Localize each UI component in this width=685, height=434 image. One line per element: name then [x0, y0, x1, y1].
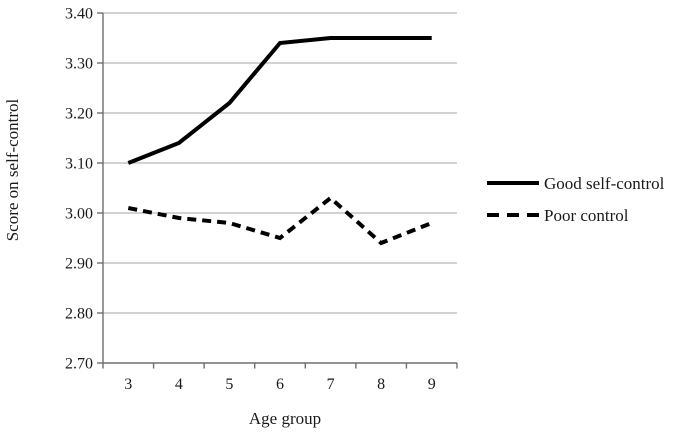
y-tick-label: 2.70 — [65, 356, 93, 373]
x-tick-label: 8 — [377, 376, 385, 393]
x-tick-label: 5 — [225, 376, 233, 393]
x-axis-title: Age group — [249, 409, 321, 428]
x-tick-label: 3 — [124, 376, 132, 393]
series-line-poor-control — [127, 195, 433, 246]
x-tick-label: 6 — [276, 376, 284, 393]
legend-label-poor-control: Poor control — [544, 206, 629, 225]
x-tick-label: 7 — [327, 376, 335, 393]
y-tick-label: 3.10 — [65, 156, 93, 173]
y-axis-title: Score on self-control — [3, 98, 22, 241]
y-tick-label: 3.40 — [65, 6, 93, 23]
series-line-good-self-control — [127, 36, 432, 165]
y-tick-label: 3.00 — [65, 206, 93, 223]
x-tick-label: 4 — [175, 376, 183, 393]
y-tick-label: 2.90 — [65, 256, 93, 273]
y-tick-label: 2.80 — [65, 306, 93, 323]
y-tick-label: 3.20 — [65, 106, 93, 123]
y-tick-label: 3.30 — [65, 56, 93, 73]
legend-label-good-self-control: Good self-control — [544, 174, 665, 193]
x-tick-label: 9 — [428, 376, 436, 393]
